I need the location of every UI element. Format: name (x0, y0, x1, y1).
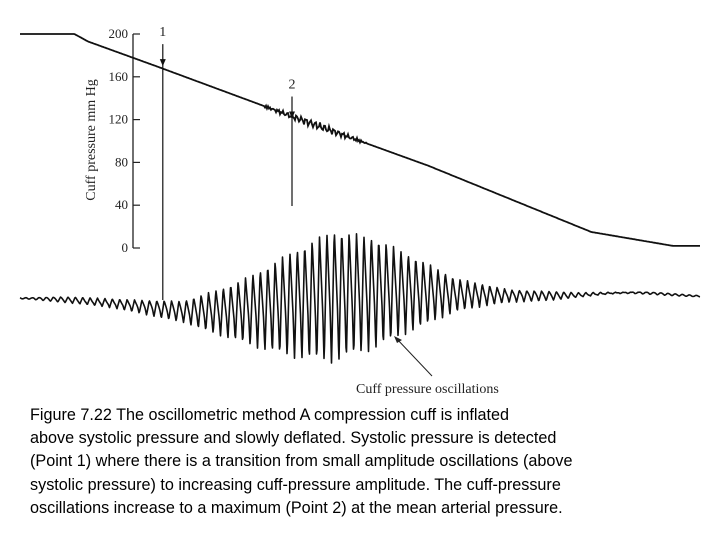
point-markers: 12 (159, 25, 296, 300)
caption-line: systolic pressure) to increasing cuff-pr… (30, 475, 561, 494)
oscillations-annotation: Cuff pressure oscillations (356, 382, 499, 397)
cuff-pressure-line (20, 33, 700, 247)
point-1-label: 1 (159, 25, 166, 40)
y-tick-label: 80 (115, 154, 128, 169)
point-2-label: 2 (289, 78, 296, 93)
caption-line: (Point 1) where there is a transition fr… (30, 452, 573, 471)
annotation-arrowhead (394, 336, 402, 343)
oscillation-series (19, 233, 701, 364)
y-axis-label: Cuff pressure mm Hg (84, 79, 99, 200)
caption-line: Figure 7.22 The oscillometric method A c… (30, 406, 509, 424)
y-axis-ticks: 200 160 120 80 40 0 (109, 26, 140, 255)
annotation-pointer (395, 337, 433, 377)
caption-line: above systolic pressure and slowly defla… (30, 429, 557, 448)
oscillation-trace (19, 233, 701, 364)
caption-line: oscillations increase to a maximum (Poin… (30, 498, 563, 517)
y-tick-label: 200 (109, 26, 129, 41)
y-tick-label: 120 (109, 112, 129, 127)
point-1-arrow (159, 59, 166, 67)
figure-caption: Figure 7.22 The oscillometric method A c… (30, 404, 700, 520)
cuff-pressure-series (20, 33, 700, 247)
y-tick-label: 160 (109, 69, 129, 84)
y-tick-label: 40 (115, 197, 128, 212)
y-tick-label: 0 (122, 240, 129, 255)
point-2-arrow (289, 111, 295, 119)
